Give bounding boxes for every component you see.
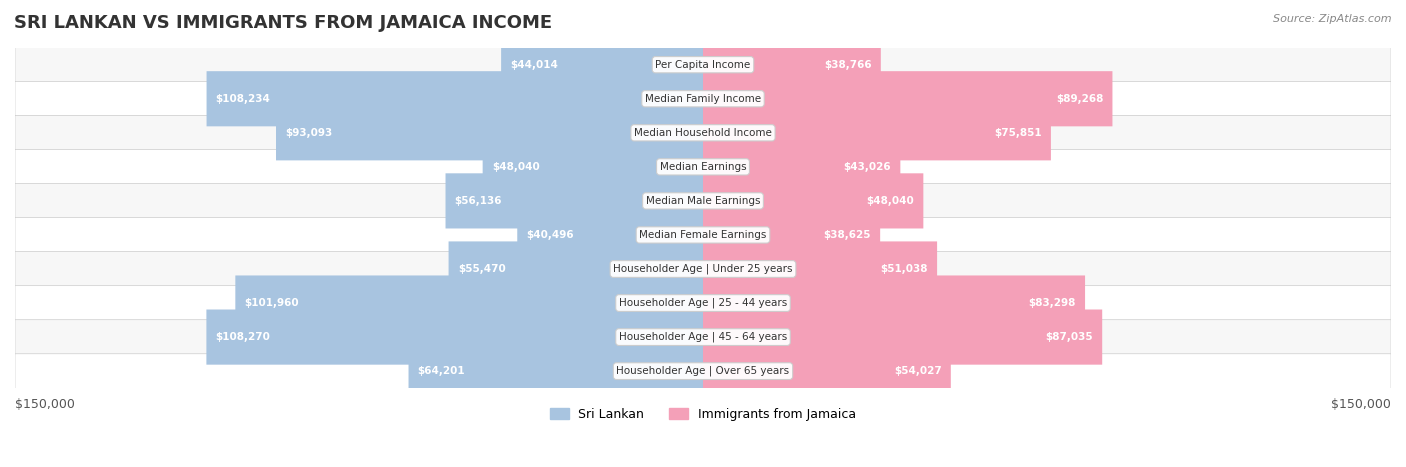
- FancyBboxPatch shape: [703, 310, 1102, 365]
- FancyBboxPatch shape: [703, 344, 950, 399]
- Text: Per Capita Income: Per Capita Income: [655, 60, 751, 70]
- Legend: Sri Lankan, Immigrants from Jamaica: Sri Lankan, Immigrants from Jamaica: [544, 403, 862, 426]
- Text: Median Household Income: Median Household Income: [634, 128, 772, 138]
- Text: Householder Age | Over 65 years: Householder Age | Over 65 years: [616, 366, 790, 376]
- FancyBboxPatch shape: [15, 252, 1391, 286]
- Text: $150,000: $150,000: [1331, 398, 1391, 411]
- Text: $38,625: $38,625: [824, 230, 870, 240]
- FancyBboxPatch shape: [703, 105, 1050, 160]
- FancyBboxPatch shape: [482, 139, 703, 194]
- FancyBboxPatch shape: [703, 173, 924, 228]
- FancyBboxPatch shape: [15, 149, 1391, 184]
- Text: $55,470: $55,470: [458, 264, 506, 274]
- FancyBboxPatch shape: [15, 184, 1391, 218]
- Text: $93,093: $93,093: [285, 128, 332, 138]
- Text: $64,201: $64,201: [418, 366, 465, 376]
- Text: $48,040: $48,040: [866, 196, 914, 206]
- Text: Source: ZipAtlas.com: Source: ZipAtlas.com: [1274, 14, 1392, 24]
- Text: Median Female Earnings: Median Female Earnings: [640, 230, 766, 240]
- Text: Median Earnings: Median Earnings: [659, 162, 747, 172]
- FancyBboxPatch shape: [15, 320, 1391, 354]
- FancyBboxPatch shape: [446, 173, 703, 228]
- Text: $108,234: $108,234: [215, 94, 270, 104]
- FancyBboxPatch shape: [15, 115, 1391, 150]
- Text: $101,960: $101,960: [245, 298, 299, 308]
- FancyBboxPatch shape: [235, 276, 703, 331]
- FancyBboxPatch shape: [15, 218, 1391, 252]
- Text: $87,035: $87,035: [1046, 332, 1092, 342]
- Text: $150,000: $150,000: [15, 398, 75, 411]
- FancyBboxPatch shape: [703, 71, 1112, 127]
- FancyBboxPatch shape: [15, 47, 1391, 82]
- Text: $43,026: $43,026: [844, 162, 891, 172]
- Text: Householder Age | Under 25 years: Householder Age | Under 25 years: [613, 264, 793, 274]
- Text: $83,298: $83,298: [1029, 298, 1076, 308]
- Text: $108,270: $108,270: [215, 332, 270, 342]
- FancyBboxPatch shape: [207, 71, 703, 127]
- Text: $48,040: $48,040: [492, 162, 540, 172]
- FancyBboxPatch shape: [517, 207, 703, 262]
- FancyBboxPatch shape: [703, 241, 936, 297]
- FancyBboxPatch shape: [15, 354, 1391, 389]
- Text: Householder Age | 45 - 64 years: Householder Age | 45 - 64 years: [619, 332, 787, 342]
- Text: $75,851: $75,851: [994, 128, 1042, 138]
- Text: Householder Age | 25 - 44 years: Householder Age | 25 - 44 years: [619, 298, 787, 308]
- FancyBboxPatch shape: [703, 207, 880, 262]
- FancyBboxPatch shape: [703, 37, 880, 92]
- FancyBboxPatch shape: [15, 81, 1391, 116]
- Text: $54,027: $54,027: [894, 366, 942, 376]
- FancyBboxPatch shape: [501, 37, 703, 92]
- FancyBboxPatch shape: [409, 344, 703, 399]
- Text: Median Family Income: Median Family Income: [645, 94, 761, 104]
- FancyBboxPatch shape: [276, 105, 703, 160]
- Text: $38,766: $38,766: [824, 60, 872, 70]
- Text: Median Male Earnings: Median Male Earnings: [645, 196, 761, 206]
- Text: $56,136: $56,136: [454, 196, 502, 206]
- FancyBboxPatch shape: [15, 286, 1391, 320]
- FancyBboxPatch shape: [703, 139, 900, 194]
- FancyBboxPatch shape: [207, 310, 703, 365]
- Text: $89,268: $89,268: [1056, 94, 1104, 104]
- FancyBboxPatch shape: [703, 276, 1085, 331]
- Text: $44,014: $44,014: [510, 60, 558, 70]
- Text: SRI LANKAN VS IMMIGRANTS FROM JAMAICA INCOME: SRI LANKAN VS IMMIGRANTS FROM JAMAICA IN…: [14, 14, 553, 32]
- Text: $51,038: $51,038: [880, 264, 928, 274]
- FancyBboxPatch shape: [449, 241, 703, 297]
- Text: $40,496: $40,496: [526, 230, 574, 240]
